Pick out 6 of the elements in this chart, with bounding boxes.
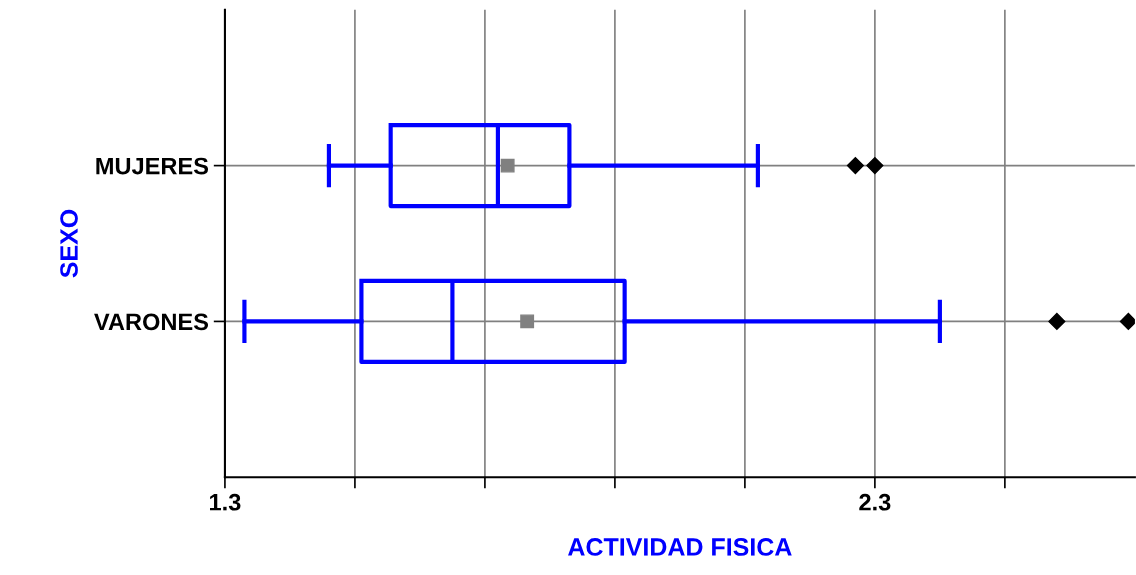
x-tick-label: 2.3 (859, 493, 891, 511)
x-axis-title: ACTIVIDAD FISICA (568, 538, 792, 556)
x-tick-label: 1.3 (210, 493, 241, 511)
y-tick-label: MUJERES (96, 157, 209, 175)
y-tick-label: VARONES (94, 313, 209, 331)
y-axis-title: SEXO (60, 209, 78, 278)
